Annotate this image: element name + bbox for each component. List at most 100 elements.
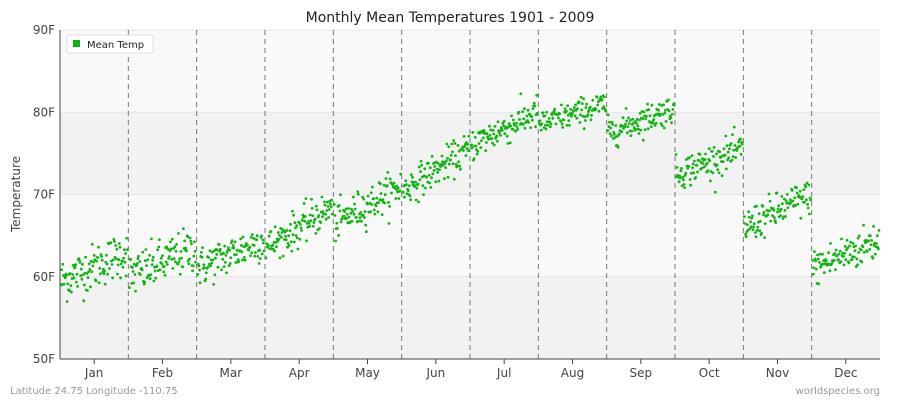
data-point <box>193 249 197 253</box>
data-point <box>574 103 577 107</box>
data-point <box>582 127 586 131</box>
data-point <box>419 170 422 174</box>
legend-box <box>66 34 154 54</box>
data-point <box>768 199 772 203</box>
data-point <box>749 220 752 224</box>
data-point <box>855 257 859 261</box>
data-point <box>609 126 613 130</box>
data-point <box>485 132 489 136</box>
data-point <box>87 270 90 274</box>
data-point <box>449 153 453 157</box>
data-point <box>771 214 774 218</box>
data-point <box>637 132 641 135</box>
data-point <box>358 216 362 220</box>
data-point <box>337 234 340 237</box>
data-point <box>188 257 191 261</box>
data-point <box>242 256 246 259</box>
data-point <box>177 260 181 264</box>
data-point <box>546 123 550 127</box>
legend: Mean Temp <box>66 34 154 54</box>
data-point <box>853 255 856 259</box>
data-point <box>300 229 303 232</box>
data-point <box>223 260 227 264</box>
data-point <box>92 254 96 257</box>
data-point <box>560 103 563 107</box>
data-point <box>89 285 92 289</box>
data-point <box>452 139 455 142</box>
data-point <box>608 132 612 136</box>
data-point <box>529 126 532 129</box>
data-point <box>425 175 428 179</box>
data-point <box>280 235 283 239</box>
data-point <box>484 149 488 153</box>
data-point <box>451 162 455 166</box>
data-point <box>848 244 851 248</box>
data-point <box>427 173 431 177</box>
data-point <box>690 154 694 158</box>
data-point <box>344 207 348 211</box>
data-point <box>117 258 121 262</box>
data-point <box>294 226 297 230</box>
data-point <box>86 276 90 279</box>
data-point <box>455 164 459 168</box>
data-point <box>82 299 86 303</box>
data-point <box>118 245 122 249</box>
data-point <box>688 156 691 160</box>
data-point <box>249 235 253 239</box>
data-point <box>285 229 289 232</box>
data-point <box>232 246 236 250</box>
data-point <box>364 230 368 234</box>
data-point <box>351 210 355 213</box>
data-point <box>388 205 391 208</box>
data-point <box>125 236 129 240</box>
data-point <box>329 205 333 209</box>
data-point <box>626 125 630 129</box>
data-point <box>449 158 452 162</box>
data-point <box>380 213 384 217</box>
data-point <box>292 240 296 244</box>
data-point <box>602 105 606 109</box>
data-point <box>150 237 153 241</box>
data-point <box>247 248 251 252</box>
data-point <box>447 145 451 149</box>
data-point <box>419 159 423 163</box>
data-point <box>779 214 782 218</box>
data-point <box>428 181 432 185</box>
data-point <box>203 266 206 270</box>
data-point <box>370 203 374 206</box>
data-point <box>837 258 840 261</box>
data-point <box>161 254 164 257</box>
data-point <box>278 233 281 237</box>
footer-location: Latitude 24.75 Longitude -110.75 <box>10 386 178 397</box>
data-point <box>362 197 366 201</box>
data-point <box>492 132 496 136</box>
data-point <box>624 122 627 126</box>
data-point <box>656 112 660 116</box>
data-point <box>535 94 539 97</box>
data-point <box>848 253 852 257</box>
data-point <box>625 119 629 123</box>
data-point <box>807 183 811 187</box>
data-point <box>76 285 79 288</box>
data-point <box>516 127 520 131</box>
data-point <box>347 207 350 210</box>
data-point <box>290 249 294 253</box>
data-point <box>517 110 521 114</box>
data-point <box>208 249 212 253</box>
data-point <box>183 239 187 243</box>
data-point <box>471 131 475 134</box>
data-point <box>268 247 272 251</box>
data-point <box>326 200 329 204</box>
data-point <box>695 164 699 167</box>
data-point <box>842 263 846 267</box>
data-point <box>177 232 180 235</box>
data-point <box>776 210 779 214</box>
data-point <box>606 129 610 132</box>
data-point <box>664 120 668 123</box>
data-point <box>308 224 311 228</box>
data-point <box>766 213 770 217</box>
data-point <box>795 186 798 190</box>
data-point <box>679 169 683 173</box>
data-point <box>833 252 837 255</box>
data-point <box>762 210 766 214</box>
